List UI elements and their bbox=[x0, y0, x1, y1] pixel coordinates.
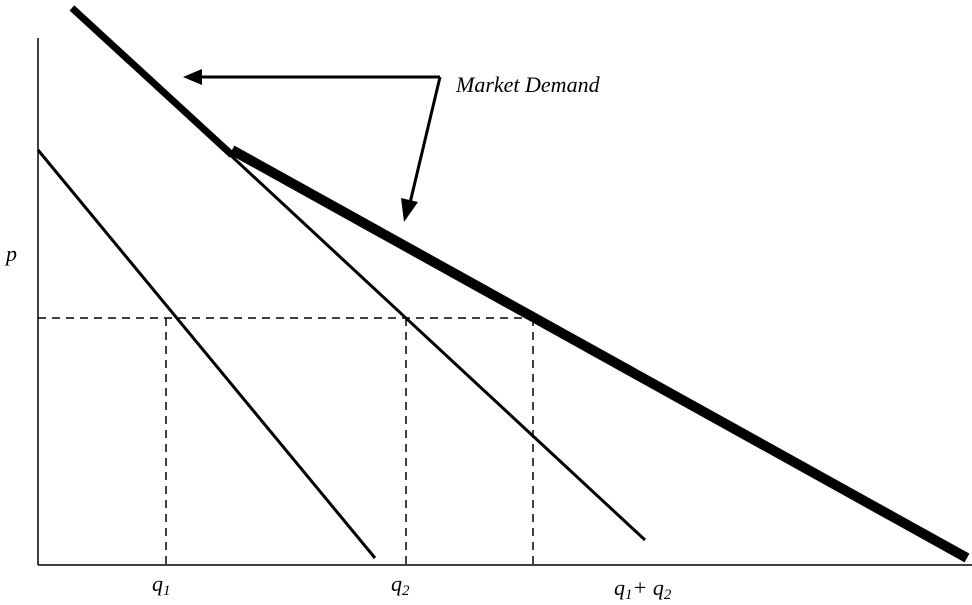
market-demand-lower-segment bbox=[229, 145, 970, 563]
q2-label: q2 bbox=[391, 571, 410, 599]
annotation-diagonal-line bbox=[408, 76, 442, 204]
market-demand-upper-segment bbox=[69, 5, 235, 158]
price-axis-label: p bbox=[6, 241, 17, 266]
market-demand-label: Market Demand bbox=[456, 72, 600, 97]
annotation-arrowhead-left bbox=[183, 69, 202, 85]
q1-label: q1 bbox=[152, 571, 171, 599]
annotation-arrowhead-down bbox=[401, 198, 418, 222]
q1-plus-q2-label: q1+ q2 bbox=[614, 575, 672, 603]
demand-curve-1 bbox=[36, 149, 377, 559]
